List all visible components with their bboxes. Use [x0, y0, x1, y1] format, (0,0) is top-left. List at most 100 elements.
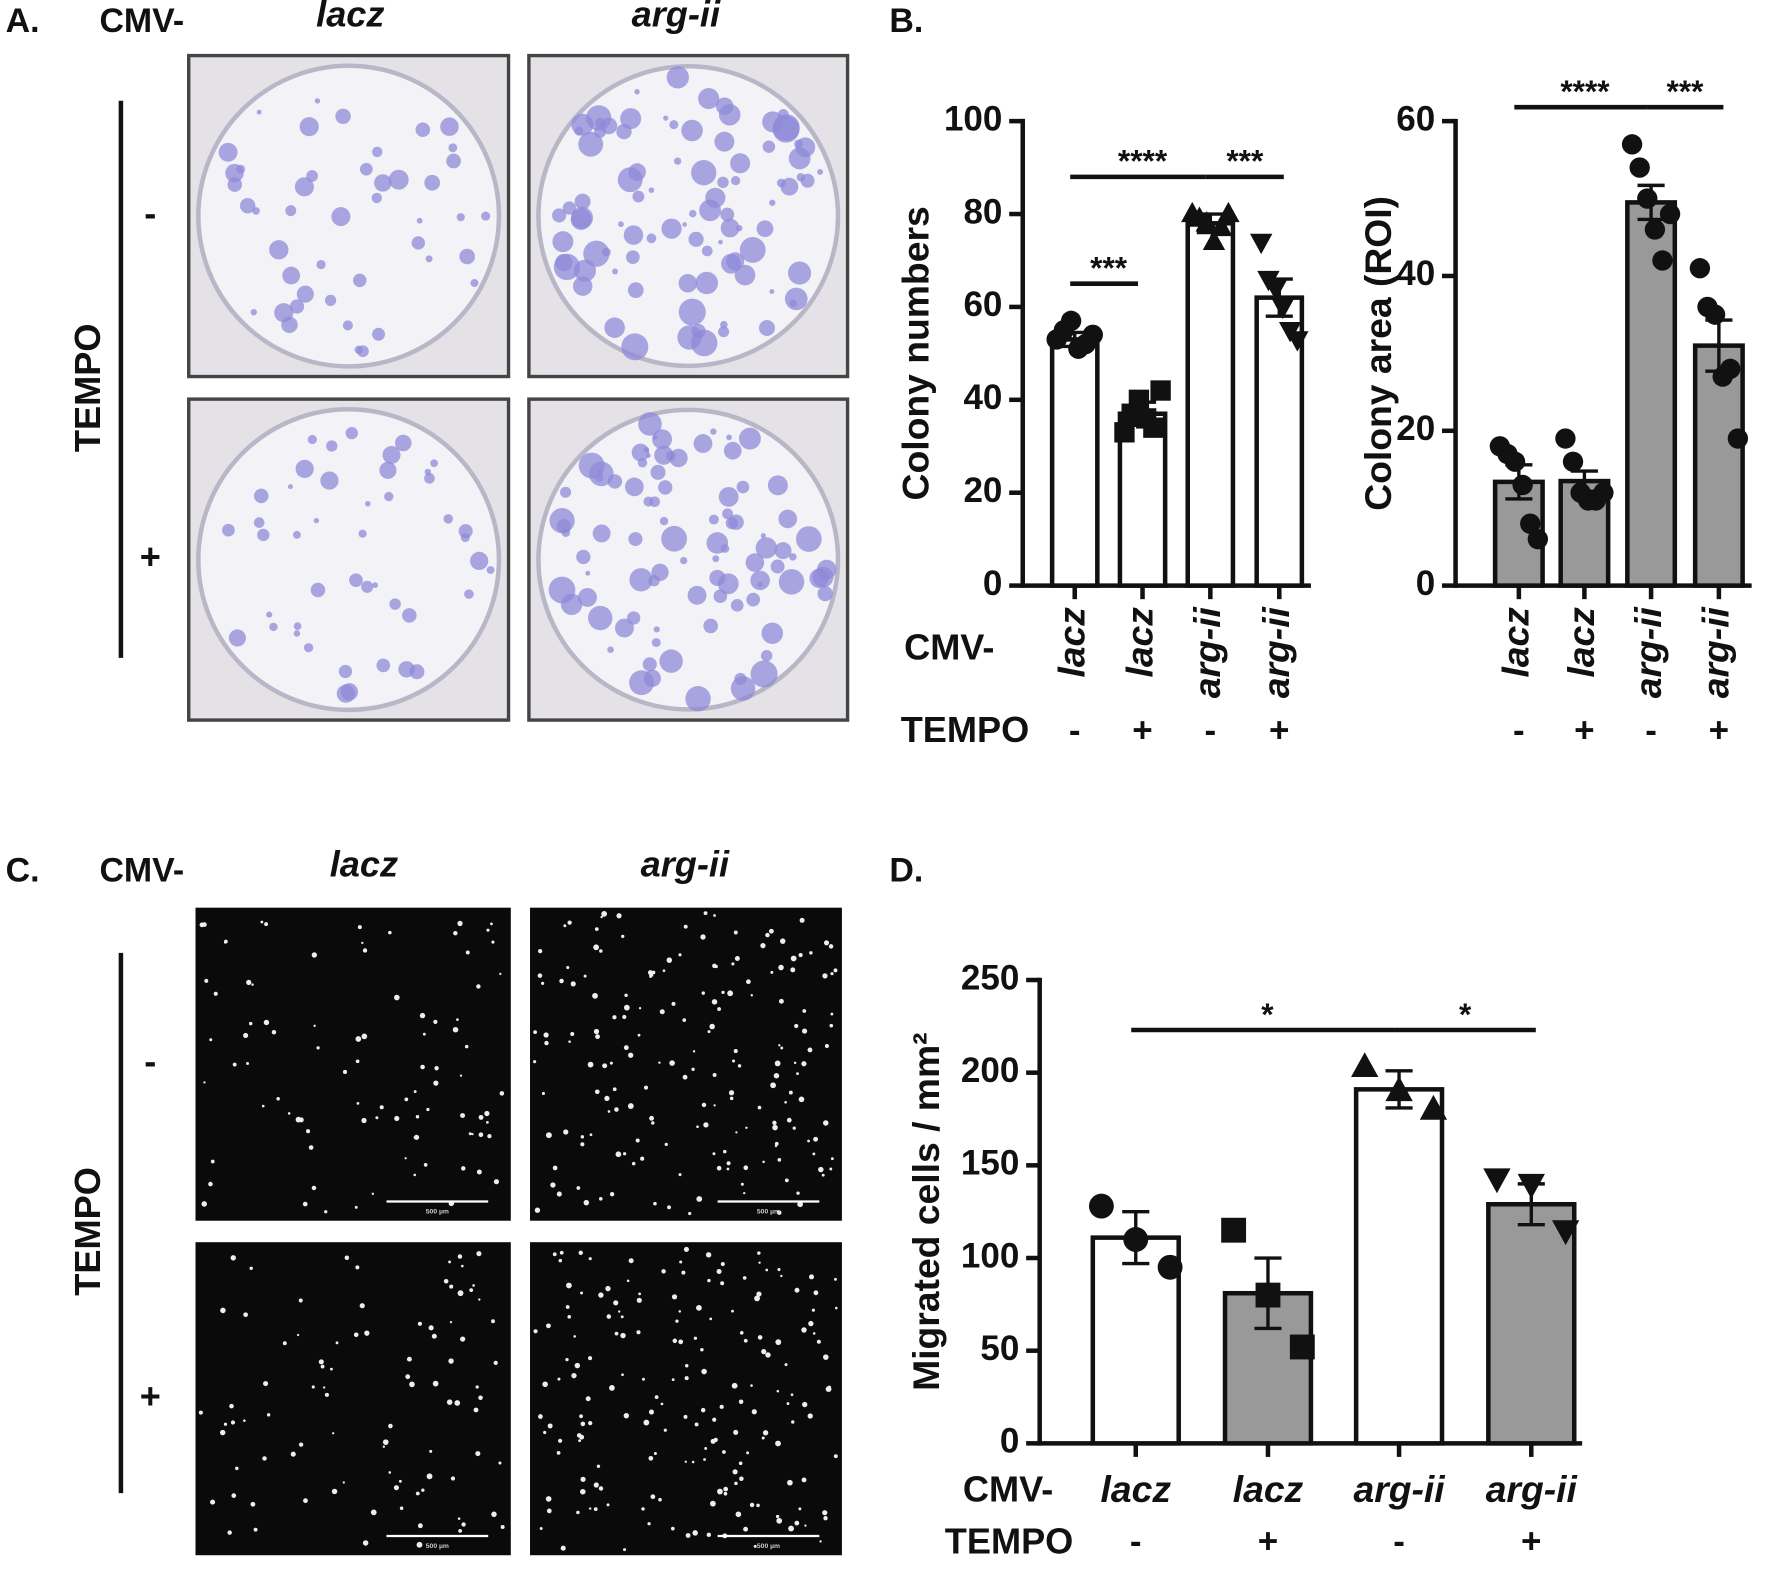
cell — [420, 1064, 425, 1070]
panel-label: B. — [889, 2, 923, 40]
cell — [691, 1067, 695, 1071]
colony — [631, 443, 650, 462]
cell — [537, 973, 543, 978]
cell — [448, 1260, 451, 1264]
cell — [798, 1507, 802, 1511]
cell — [796, 1072, 799, 1076]
cell — [355, 1059, 360, 1064]
cell — [787, 1479, 793, 1486]
cell — [739, 1331, 744, 1335]
cell — [552, 1165, 558, 1171]
cell — [405, 1374, 411, 1380]
cell — [404, 1157, 407, 1160]
cell — [388, 1423, 393, 1429]
cell — [742, 1276, 747, 1280]
colony — [470, 551, 489, 571]
cell — [452, 1026, 459, 1033]
colony — [460, 533, 470, 543]
bar — [1185, 221, 1236, 588]
colony — [310, 582, 326, 598]
row-label: CMV- — [963, 1468, 1053, 1509]
colony — [778, 509, 798, 529]
cell — [622, 1014, 627, 1020]
colony — [627, 282, 644, 299]
x-tick-label: arg-ii — [1486, 1468, 1578, 1510]
micrograph — [530, 907, 842, 1221]
cell — [703, 1458, 706, 1461]
colony — [574, 193, 591, 210]
cell — [446, 1399, 453, 1405]
data-point — [1264, 280, 1287, 301]
tempo-label: - — [1205, 711, 1217, 750]
cell — [478, 1132, 484, 1138]
colony — [424, 468, 432, 476]
cell — [696, 1125, 699, 1129]
cell — [298, 1442, 304, 1447]
cell — [565, 1357, 569, 1362]
cell — [251, 983, 254, 986]
cell — [558, 1258, 563, 1263]
colony — [628, 532, 643, 547]
cell — [700, 1407, 706, 1413]
cell — [638, 1007, 642, 1010]
cell — [419, 1012, 426, 1019]
colony — [292, 530, 301, 539]
colony — [738, 427, 761, 450]
cell — [379, 1105, 384, 1110]
cell — [583, 1199, 590, 1206]
cell — [791, 1420, 795, 1424]
cell — [213, 991, 218, 996]
colony — [708, 514, 719, 525]
cell — [717, 1488, 723, 1495]
cell — [596, 1464, 601, 1468]
cell — [260, 920, 264, 924]
cell — [557, 1377, 561, 1381]
column-label: lacz — [330, 844, 398, 885]
cell — [623, 1412, 629, 1419]
cell — [678, 1310, 681, 1313]
colony — [359, 162, 373, 176]
colony — [682, 222, 687, 227]
cell — [749, 1502, 755, 1508]
cell — [784, 1100, 787, 1104]
cell — [731, 962, 735, 966]
colony — [228, 629, 246, 647]
cell — [692, 1050, 696, 1053]
cell — [650, 1494, 656, 1500]
colony — [627, 611, 641, 625]
colony — [316, 259, 326, 270]
cell — [830, 1012, 834, 1016]
cell — [302, 1201, 308, 1207]
cell — [556, 1450, 561, 1455]
tempo-label: TEMPO — [67, 324, 108, 453]
cell — [362, 1540, 369, 1546]
scale-bar-label: 500 µm — [757, 1208, 780, 1215]
cell — [203, 1081, 206, 1084]
colony — [389, 598, 401, 610]
cell — [790, 967, 796, 973]
y-tick-label: 0 — [1416, 564, 1435, 603]
cmv-label: CMV- — [99, 2, 184, 40]
colony — [570, 209, 592, 230]
cell — [761, 1349, 767, 1355]
significance-label: *** — [1667, 73, 1705, 109]
tempo-label: + — [1709, 711, 1729, 750]
cell — [209, 1038, 213, 1042]
colony — [720, 207, 735, 222]
colony — [372, 327, 386, 341]
cell — [682, 1074, 688, 1080]
colony — [409, 664, 425, 680]
cell — [722, 1450, 726, 1454]
cell — [809, 951, 813, 955]
cell — [790, 1393, 794, 1397]
cell — [413, 1134, 420, 1140]
cell — [371, 1192, 374, 1195]
cell — [791, 957, 795, 961]
colony — [345, 426, 358, 440]
cell — [472, 1284, 475, 1287]
cell — [220, 1307, 226, 1314]
colony — [758, 320, 776, 337]
y-tick-label: 50 — [980, 1329, 1019, 1368]
tempo-label: - — [1645, 711, 1657, 750]
colony — [646, 233, 657, 244]
